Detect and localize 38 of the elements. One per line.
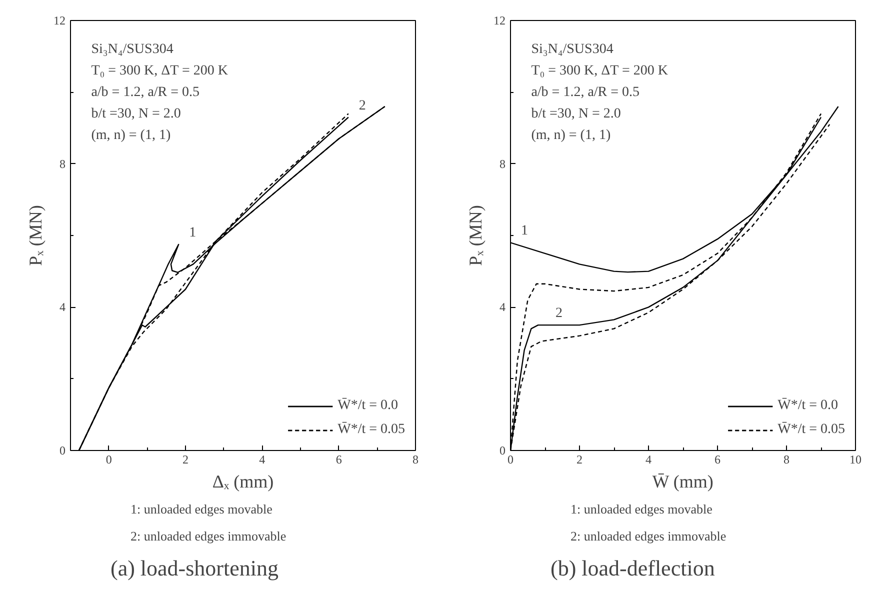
text: Si₃N₄/SUS304 T₀ = 300 K, ΔT = 200 K a/b = 1.2, a/R = 0.5 b/t =30, N = 2.0 (m, n) = (1, 1) <box>91 42 228 143</box>
y-tick-label: 4 <box>500 300 506 314</box>
legend-label: W̄*/t = 0.05 <box>338 422 405 438</box>
y-axis-title: Pₓ (MN) <box>466 205 486 266</box>
text: 1: unloaded edges movable <box>570 502 713 516</box>
y-tick-label: 4 <box>60 300 66 314</box>
x-tick-label: 6 <box>336 452 342 466</box>
legend-label: W̄*/t = 0.05 <box>778 422 845 438</box>
x-tick-label: 4 <box>646 452 652 466</box>
annotation: 2 <box>358 98 366 114</box>
y-tick-label: 0 <box>500 444 506 458</box>
legend-label: W̄*/t = 0.0 <box>338 398 398 414</box>
annotation: 1 <box>189 225 196 240</box>
y-tick-label: 8 <box>500 156 506 171</box>
text: Si₃N₄/SUS304 T₀ = 300 K, ΔT = 200 K a/b = 1.2, a/R = 0.5 b/t =30, N = 2.0 (m, n) = (1, 1) <box>531 42 668 143</box>
x-axis-title: Δₓ (mm) <box>212 472 274 492</box>
x-tick-label: 2 <box>576 452 582 466</box>
y-tick-label: 12 <box>54 14 66 28</box>
text: (a) load-shortening <box>110 556 278 580</box>
x-tick-label: 2 <box>182 452 188 466</box>
x-tick-label: 8 <box>412 452 418 466</box>
text: 2: unloaded edges immovable <box>570 528 726 544</box>
x-tick-label: 8 <box>784 452 790 466</box>
x-tick-label: 10 <box>850 452 862 466</box>
x-tick-label: 4 <box>259 452 266 466</box>
x-axis-title: W̄ (mm) <box>652 472 714 492</box>
x-tick-label: 6 <box>714 452 720 466</box>
legend-label: W̄*/t = 0.0 <box>778 398 838 414</box>
y-tick-label: 8 <box>60 156 66 171</box>
y-axis-title: Pₓ (MN) <box>26 205 46 266</box>
y-tick-label: 0 <box>60 444 66 458</box>
text: (b) load-deflection <box>550 556 715 580</box>
annotation: 1 <box>521 224 528 239</box>
text: 2: unloaded edges immovable <box>130 528 286 544</box>
y-tick-label: 12 <box>494 14 506 28</box>
annotation: 2 <box>556 306 562 322</box>
text: 1: unloaded edges movable <box>130 502 273 516</box>
x-tick-label: 0 <box>106 452 112 466</box>
